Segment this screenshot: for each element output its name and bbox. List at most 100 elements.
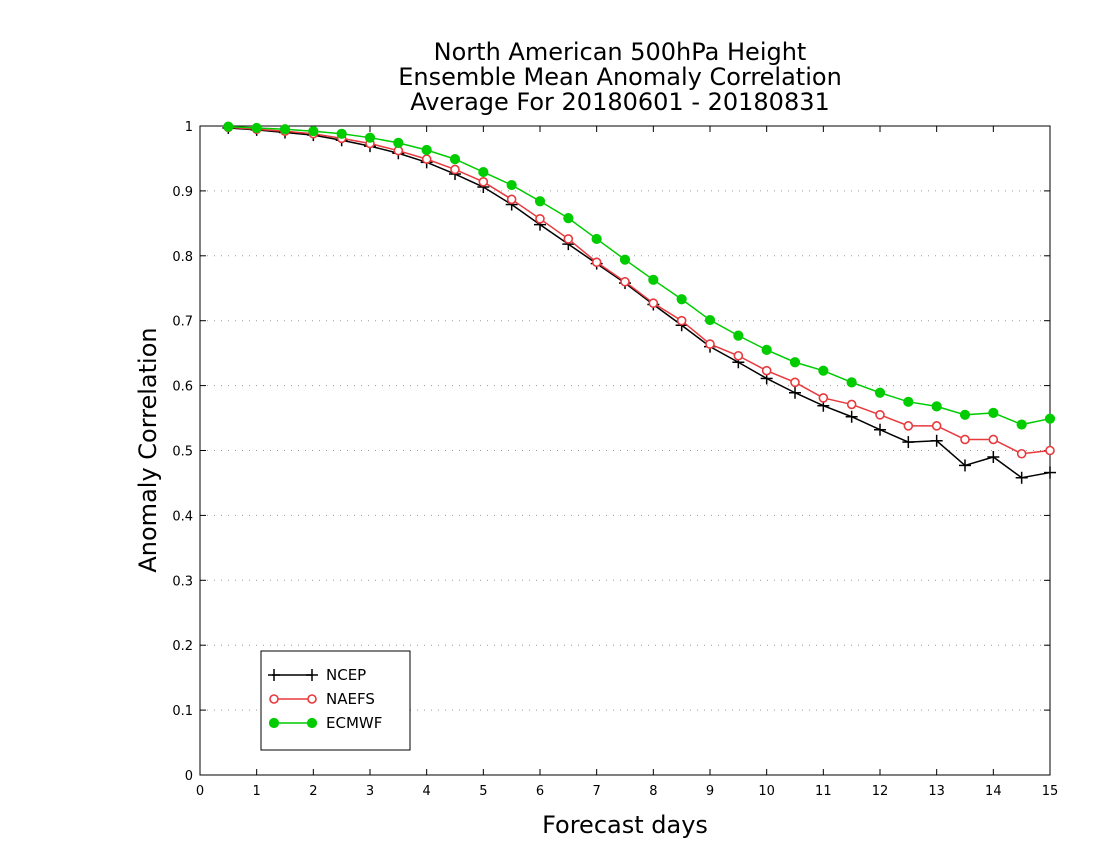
data-point-ecmwf (449, 153, 461, 165)
legend-marker-ecmwf (268, 717, 280, 729)
data-point-ncep (874, 423, 886, 436)
data-point-ecmwf (279, 124, 291, 135)
legend-item-ecmwf: ECMWF (268, 714, 382, 732)
data-point-naefs (478, 177, 489, 187)
data-point-ecmwf (393, 137, 404, 148)
data-point-naefs (676, 315, 687, 326)
data-point-naefs (1045, 445, 1055, 456)
title-line-2: Ensemble Mean Anomaly Correlation (398, 63, 842, 91)
data-point-ecmwf (251, 122, 262, 134)
data-point-naefs (535, 214, 545, 224)
title-line-3: Average For 20180601 - 20180831 (410, 88, 830, 116)
y-tick-label: 0.8 (172, 250, 193, 265)
data-point-ecmwf (903, 396, 914, 407)
data-point-ecmwf (818, 365, 829, 376)
data-point-ecmwf (506, 179, 517, 191)
x-tick-label: 2 (309, 784, 317, 799)
data-point-ecmwf (336, 128, 347, 139)
legend-item-ncep: NCEP (268, 666, 366, 684)
legend-label-ncep: NCEP (326, 666, 366, 684)
y-tick-label: 0.3 (172, 574, 193, 589)
x-tick-label: 11 (815, 784, 832, 799)
data-point-ecmwf (874, 387, 886, 398)
data-point-ncep (1015, 471, 1028, 484)
data-point-naefs (450, 164, 460, 175)
series-naefs (223, 122, 1055, 459)
data-point-ecmwf (704, 314, 716, 326)
data-point-naefs (591, 257, 602, 268)
y-tick-label: 0.7 (172, 315, 193, 330)
y-tick-label: 0.4 (172, 509, 193, 524)
legend-label-naefs: NAEFS (326, 690, 375, 708)
legend-marker-ncep (268, 669, 280, 681)
data-point-ecmwf (988, 407, 999, 418)
data-point-naefs (988, 434, 999, 445)
data-point-naefs (846, 399, 857, 410)
data-point-ecmwf (563, 213, 574, 224)
x-tick-label: 4 (423, 784, 431, 799)
data-point-ecmwf (761, 344, 772, 356)
data-point-naefs (563, 234, 574, 244)
title-line-1: North American 500hPa Height (434, 38, 807, 66)
x-tick-label: 9 (706, 784, 714, 799)
data-point-ecmwf (959, 409, 971, 420)
series-ecmwf (223, 121, 1056, 430)
data-point-ecmwf (931, 401, 942, 412)
data-point-naefs (960, 434, 970, 445)
data-point-ecmwf (789, 357, 801, 368)
data-point-naefs (620, 276, 630, 287)
data-point-ecmwf (421, 144, 432, 156)
x-tick-label: 12 (872, 784, 889, 799)
series-line-ecmwf (228, 125, 1051, 426)
data-point-ecmwf (733, 330, 744, 341)
data-point-naefs (705, 339, 715, 349)
data-point-naefs (506, 194, 517, 205)
x-tick-label: 0 (196, 784, 204, 799)
data-point-naefs (421, 154, 432, 164)
x-tick-label: 10 (758, 784, 775, 799)
x-tick-label: 15 (1042, 784, 1059, 799)
legend-marker-naefs (269, 694, 279, 704)
x-axis-label: Forecast days (542, 811, 708, 839)
data-point-naefs (790, 377, 800, 388)
y-axis-label: Anomaly Correlation (134, 327, 162, 572)
data-point-ecmwf (648, 274, 659, 285)
data-point-ncep (1044, 466, 1056, 479)
data-point-ecmwf (308, 126, 319, 137)
y-tick-label: 0.1 (172, 704, 193, 719)
y-tick-label: 0.9 (172, 185, 193, 200)
series-ncep (222, 121, 1056, 484)
legend: NCEP NAEFS ECMWF (260, 650, 411, 751)
data-point-ecmwf (1044, 413, 1056, 424)
x-tick-label: 13 (928, 784, 945, 799)
x-tick-label: 8 (649, 784, 657, 799)
data-point-ecmwf (478, 166, 489, 178)
axis-ticks: 00.10.20.30.40.50.60.70.80.910 1 2 3 4 5 6 7 8 9 1… (172, 120, 1058, 799)
data-point-ecmwf (534, 196, 546, 207)
data-point-ncep (902, 436, 915, 449)
legend-item-naefs: NAEFS (269, 690, 375, 708)
data-point-ecmwf (223, 121, 234, 132)
x-tick-label: 1 (253, 784, 261, 799)
y-tick-label: 0.2 (172, 639, 193, 654)
data-point-naefs (1016, 448, 1027, 459)
data-point-naefs (733, 350, 744, 361)
data-point-ncep (845, 410, 858, 423)
x-tick-label: 7 (593, 784, 601, 799)
legend-marker-ncep (306, 669, 318, 681)
data-point-ncep (789, 386, 801, 399)
data-point-ncep (987, 450, 1000, 463)
x-tick-label: 14 (985, 784, 1002, 799)
data-point-naefs (761, 365, 772, 376)
y-tick-label: 0.6 (172, 380, 193, 395)
data-point-naefs (903, 421, 914, 431)
data-point-naefs (648, 298, 659, 308)
data-point-naefs (931, 421, 942, 431)
data-point-ncep (930, 434, 943, 447)
data-point-ecmwf (619, 254, 631, 265)
chart-title: North American 500hPa Height Ensemble Me… (398, 38, 842, 116)
legend-marker-naefs (307, 694, 317, 704)
data-point-naefs (818, 393, 829, 403)
data-point-ecmwf (1016, 419, 1027, 430)
